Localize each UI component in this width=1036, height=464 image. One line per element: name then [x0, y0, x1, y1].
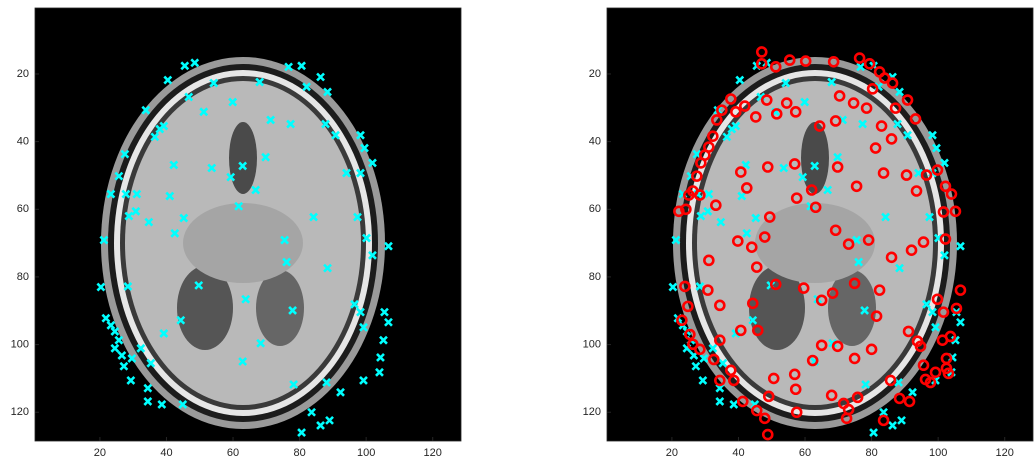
axes: 20 40 60 80 100 120 20 40 60 80 100 120 [583, 8, 1033, 459]
x-tick-label: 60 [799, 447, 811, 459]
y-tick-label: 80 [589, 271, 601, 283]
page: {"chart_data": [ {"type": "scatter", "xl… [0, 0, 1036, 464]
x-tick-label: 100 [357, 447, 375, 459]
y-tick-label: 60 [589, 203, 601, 215]
axes: 20 40 60 80 100 120 20 40 60 80 100 120 [11, 8, 461, 459]
y-tick-label: 120 [583, 406, 601, 418]
x-tick-label: 120 [996, 447, 1014, 459]
y-tick-label: 80 [17, 271, 29, 283]
y-tick-label: 60 [17, 203, 29, 215]
x-tick-label: 20 [666, 447, 678, 459]
x-tick-label: 20 [94, 447, 106, 459]
y-tick-label: 100 [11, 338, 29, 350]
y-tick-label: 20 [589, 68, 601, 80]
x-tick-label: 40 [732, 447, 744, 459]
y-tick-label: 20 [17, 68, 29, 80]
mri-image [607, 8, 1033, 441]
x-tick-label: 60 [227, 447, 239, 459]
y-tick-label: 120 [11, 406, 29, 418]
x-tick-label: 80 [865, 447, 877, 459]
x-tick-label: 100 [929, 447, 947, 459]
y-tick-label: 100 [583, 338, 601, 350]
mri-image [35, 8, 461, 441]
y-tick-label: 40 [17, 136, 29, 148]
x-tick-label: 40 [160, 447, 172, 459]
figure: 20 40 60 80 100 120 20 40 60 80 100 120 20 40 60 80 100… [0, 0, 1036, 464]
x-tick-label: 80 [293, 447, 305, 459]
y-tick-label: 40 [589, 136, 601, 148]
x-tick-label: 120 [424, 447, 442, 459]
